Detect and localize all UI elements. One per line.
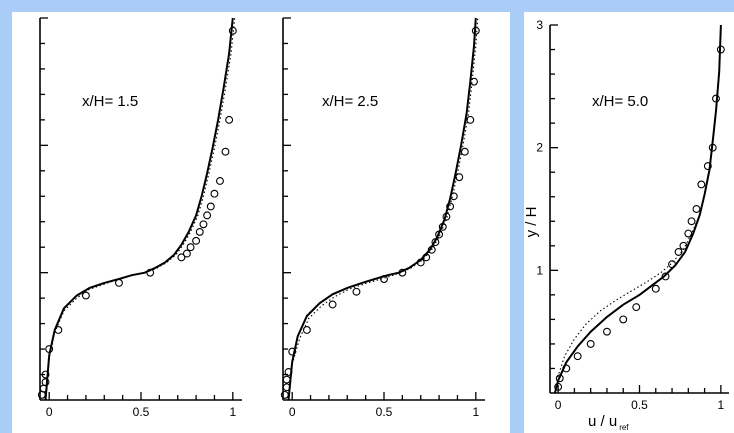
x-tick-label: 0 bbox=[46, 405, 53, 419]
data-point-marker bbox=[603, 327, 611, 336]
data-point-marker bbox=[697, 180, 706, 189]
annotation-plot-3: x/H= 5.0 bbox=[592, 93, 648, 110]
data-point-marker bbox=[466, 115, 475, 124]
data-point-marker bbox=[446, 202, 455, 211]
data-point-marker bbox=[651, 284, 660, 293]
data-point-marker bbox=[182, 249, 191, 258]
y-tick-label: 2 bbox=[536, 141, 543, 155]
x-tick-label: 0.5 bbox=[133, 405, 150, 419]
data-point-marker bbox=[471, 26, 480, 35]
data-point-marker bbox=[280, 390, 289, 399]
data-point-marker bbox=[380, 275, 388, 283]
y-tick-label: 3 bbox=[536, 18, 543, 32]
data-point-marker bbox=[206, 202, 215, 211]
data-point-marker bbox=[661, 272, 670, 281]
dotted-curve bbox=[554, 24, 722, 394]
data-point-marker bbox=[692, 205, 701, 213]
x-axis-label: u / u ref bbox=[588, 413, 629, 432]
profile-plot-2: 0 0.5 1 bbox=[280, 17, 485, 419]
x-tick-label: 1 bbox=[229, 405, 236, 419]
data-point-marker bbox=[352, 287, 361, 296]
data-point-marker bbox=[288, 347, 297, 356]
data-point-marker bbox=[81, 291, 90, 300]
data-point-marker bbox=[435, 230, 444, 239]
data-point-marker bbox=[221, 147, 230, 156]
data-point-marker bbox=[460, 147, 469, 156]
data-point-marker bbox=[687, 217, 696, 226]
data-point-marker bbox=[210, 189, 219, 198]
annotation-plot-2: x/H= 2.5 bbox=[322, 93, 378, 110]
data-point-marker bbox=[45, 345, 54, 354]
dotted-curve bbox=[287, 17, 479, 401]
data-point-marker bbox=[431, 238, 440, 247]
data-point-marker bbox=[679, 241, 688, 250]
data-point-marker bbox=[712, 94, 720, 103]
data-point-marker bbox=[422, 253, 431, 262]
x-axis-label-subscript: ref bbox=[619, 423, 629, 432]
data-point-marker bbox=[177, 253, 186, 262]
data-point-marker bbox=[573, 352, 582, 361]
data-point-marker bbox=[554, 382, 563, 391]
data-point-marker bbox=[328, 300, 337, 309]
data-point-marker bbox=[684, 229, 693, 238]
data-point-marker bbox=[427, 245, 436, 254]
data-point-marker bbox=[302, 326, 311, 334]
data-point-marker bbox=[146, 268, 155, 277]
x-tick-label: 1 bbox=[718, 398, 725, 412]
data-point-marker bbox=[41, 378, 50, 387]
profile-plot-3: 0 0.5 1 1 2 3 bbox=[536, 18, 729, 412]
x-tick-label: 0.5 bbox=[376, 405, 393, 419]
data-point-marker bbox=[716, 45, 725, 54]
data-point-marker bbox=[470, 77, 478, 86]
x-tick-label: 0.5 bbox=[631, 398, 648, 412]
annotation-plot-1: x/H= 1.5 bbox=[82, 93, 138, 110]
data-point-marker bbox=[203, 211, 212, 220]
data-point-marker bbox=[199, 220, 208, 229]
x-axis-label-main: u / u bbox=[588, 413, 617, 430]
data-point-marker bbox=[455, 173, 464, 182]
y-axis-label: y / H bbox=[523, 207, 540, 238]
solid-curve bbox=[287, 17, 477, 401]
data-point-marker bbox=[619, 315, 628, 324]
data-point-marker bbox=[284, 368, 293, 376]
x-tick-label: 1 bbox=[472, 405, 479, 419]
data-point-marker bbox=[668, 260, 676, 269]
data-point-marker bbox=[186, 243, 195, 252]
data-point-marker bbox=[54, 326, 63, 334]
data-point-marker bbox=[632, 303, 641, 312]
data-point-marker bbox=[398, 268, 407, 277]
panel-left-background bbox=[12, 12, 510, 433]
data-point-marker bbox=[555, 374, 564, 383]
data-point-marker bbox=[438, 222, 447, 231]
data-point-marker bbox=[562, 364, 571, 373]
data-point-marker bbox=[41, 370, 50, 379]
data-point-marker bbox=[703, 162, 712, 171]
profile-plot-1: 0 0.5 1 bbox=[37, 17, 242, 419]
y-tick-label: 1 bbox=[536, 263, 543, 277]
x-tick-label: 0 bbox=[555, 398, 562, 412]
data-point-marker bbox=[449, 192, 458, 201]
data-point-marker bbox=[225, 115, 234, 124]
data-point-marker bbox=[708, 143, 717, 152]
data-point-marker bbox=[115, 278, 123, 287]
data-point-marker bbox=[228, 26, 237, 35]
data-point-marker bbox=[442, 212, 451, 221]
solid-curve bbox=[44, 17, 234, 401]
data-point-marker bbox=[192, 236, 201, 245]
panel-right-background bbox=[524, 12, 734, 433]
data-point-marker bbox=[282, 383, 291, 392]
data-point-marker bbox=[586, 339, 595, 348]
x-tick-label: 0 bbox=[289, 405, 296, 419]
data-point-marker bbox=[195, 227, 204, 236]
data-point-marker bbox=[282, 375, 291, 384]
data-point-marker bbox=[416, 258, 425, 267]
data-point-marker bbox=[674, 247, 683, 256]
data-point-marker bbox=[216, 177, 224, 185]
